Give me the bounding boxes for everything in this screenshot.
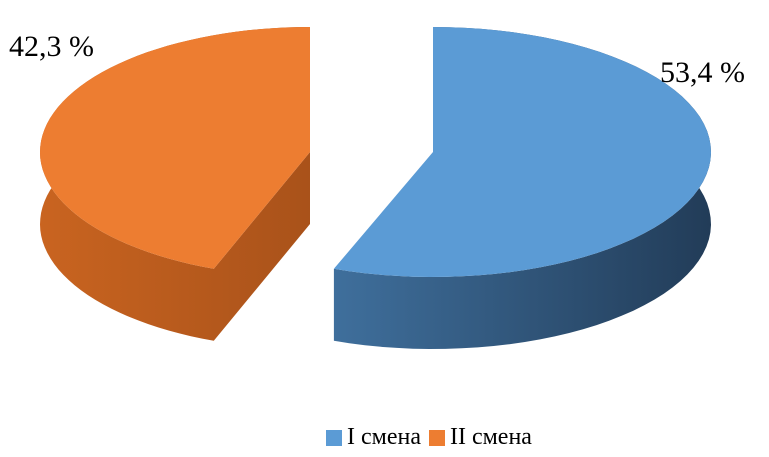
legend-swatch-i-smena (326, 429, 342, 446)
slice-ii-smena (40, 27, 310, 269)
legend-item-i-smena: I смена (326, 424, 421, 451)
legend-label-i-smena: I смена (347, 424, 421, 450)
slice-i-smena (333, 27, 711, 277)
legend-item-ii-smena: II смена (428, 424, 532, 451)
legend-swatch-ii-smena (428, 429, 445, 446)
legend: I смена II смена (326, 424, 540, 451)
legend-label-ii-smena: II смена (449, 424, 532, 450)
data-label-ii-smena: 42,3 % (9, 30, 94, 63)
data-label-i-smena: 53,4 % (660, 56, 745, 89)
